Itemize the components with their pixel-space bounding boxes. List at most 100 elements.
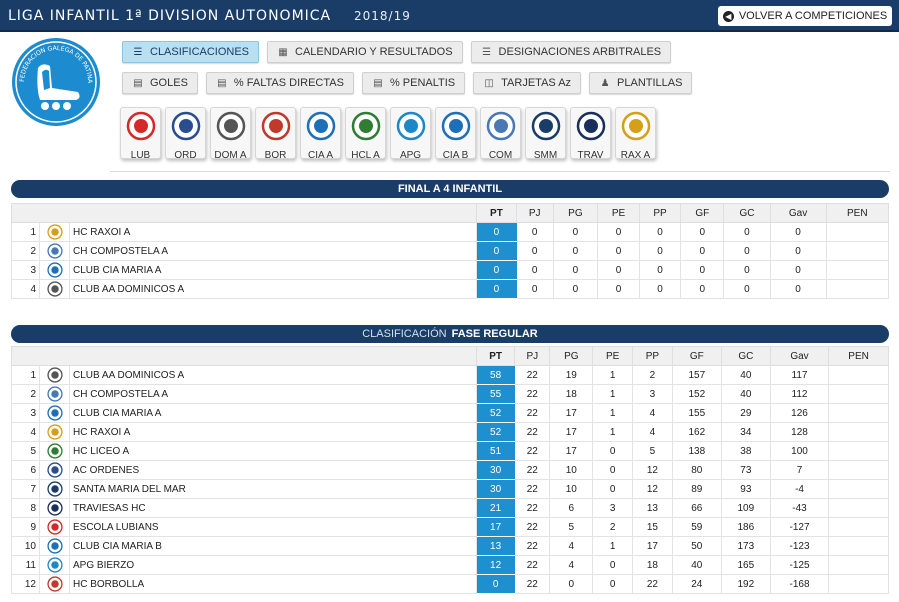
- chart-icon: ▤: [373, 77, 383, 89]
- file-icon: ◫: [484, 77, 494, 89]
- column-header-pj[interactable]: PJ: [515, 203, 554, 223]
- team-name-cell[interactable]: HC RAXOI A: [69, 222, 477, 242]
- pj-cell: 22: [514, 555, 551, 575]
- team-card[interactable]: HCL A: [345, 107, 386, 161]
- team-name-cell[interactable]: CLUB AA DOMINICOS A: [69, 279, 477, 299]
- column-header-pt[interactable]: PT: [476, 203, 517, 223]
- column-header-pp[interactable]: PP: [638, 203, 682, 223]
- team-name-cell[interactable]: CLUB CIA MARIA B: [69, 536, 477, 556]
- pg-cell: 0: [549, 574, 594, 594]
- team-card[interactable]: LUB: [120, 107, 161, 161]
- team-name-cell[interactable]: HC BORBOLLA: [69, 574, 477, 594]
- team-abbr: DOM A: [214, 150, 247, 161]
- column-header-gf[interactable]: GF: [671, 346, 722, 366]
- table-row[interactable]: 5 HC LICEO A 51 22 17 0 5 138 38 100: [11, 441, 889, 461]
- tab-clasificaciones[interactable]: ☰ CLASIFICACIONES: [122, 41, 260, 63]
- tab-tarjetas[interactable]: ◫ TARJETAS Az: [473, 72, 582, 94]
- column-header-pt[interactable]: PT: [475, 346, 516, 366]
- pt-cell: 0: [476, 260, 517, 280]
- table-row[interactable]: 3 CLUB CIA MARIA A 52 22 17 1 4 155 29 126: [11, 403, 889, 423]
- column-header-gav[interactable]: Gav: [769, 203, 827, 223]
- column-header-gc[interactable]: GC: [723, 203, 771, 223]
- table-row[interactable]: 7 SANTA MARIA DEL MAR 30 22 10 0 12 89 93 -4: [11, 479, 889, 499]
- pe-cell: 1: [592, 422, 633, 442]
- tab-designaciones-arbitrales[interactable]: ☰ DESIGNACIONES ARBITRALES: [470, 41, 672, 63]
- column-header-pp[interactable]: PP: [632, 346, 673, 366]
- column-header-gc[interactable]: GC: [720, 346, 771, 366]
- team-name-cell[interactable]: ESCOLA LUBIANS: [69, 517, 477, 537]
- team-name-cell[interactable]: CH COMPOSTELA A: [69, 241, 477, 261]
- team-crest-icon: [621, 108, 651, 146]
- team-name-cell[interactable]: SANTA MARIA DEL MAR: [69, 479, 477, 499]
- team-card[interactable]: APG: [390, 107, 431, 161]
- column-header-pen[interactable]: PEN: [828, 346, 889, 366]
- team-name-cell[interactable]: APG BIERZO: [69, 555, 477, 575]
- table-row[interactable]: 8 TRAVIESAS HC 21 22 6 3 13 66 109 -43: [11, 498, 889, 518]
- pj-cell: 22: [514, 403, 551, 423]
- position-cell: 2: [11, 384, 40, 404]
- team-name-cell[interactable]: CLUB CIA MARIA A: [69, 403, 477, 423]
- column-header-pe[interactable]: PE: [597, 203, 640, 223]
- team-name-cell[interactable]: HC RAXOI A: [69, 422, 477, 442]
- table-row[interactable]: 6 AC ORDENES 30 22 10 0 12 80 73 7: [11, 460, 889, 480]
- team-card[interactable]: BOR: [255, 107, 296, 161]
- column-header-pj[interactable]: PJ: [514, 346, 551, 366]
- team-name-cell[interactable]: CLUB CIA MARIA A: [69, 260, 477, 280]
- pe-cell: 0: [592, 441, 633, 461]
- team-name-cell[interactable]: AC ORDENES: [69, 460, 477, 480]
- table-row[interactable]: 1 CLUB AA DOMINICOS A 58 22 19 1 2 157 40 117: [11, 365, 889, 385]
- team-card[interactable]: TRAV: [570, 107, 611, 161]
- column-header-gav[interactable]: Gav: [769, 346, 830, 366]
- tab-goles[interactable]: ▤ GOLES: [122, 72, 198, 94]
- column-header-pe[interactable]: PE: [592, 346, 633, 366]
- gf-cell: 89: [671, 479, 722, 499]
- column-header-pen[interactable]: PEN: [825, 203, 890, 223]
- tab-calendario-resultados[interactable]: ▦ CALENDARIO Y RESULTADOS: [267, 41, 463, 63]
- team-card[interactable]: RAX A: [615, 107, 656, 161]
- gf-cell: 155: [671, 403, 722, 423]
- gf-cell: 50: [671, 536, 722, 556]
- column-header-pg[interactable]: PG: [549, 346, 594, 366]
- team-name-cell[interactable]: HC LICEO A: [69, 441, 477, 461]
- team-name-cell[interactable]: CH COMPOSTELA A: [69, 384, 477, 404]
- back-to-competitions-button[interactable]: ◀ VOLVER A COMPETICIONES: [718, 6, 892, 26]
- tab-faltas-directas[interactable]: ▤ % FALTAS DIRECTAS: [205, 72, 354, 94]
- position-cell: 4: [11, 279, 40, 299]
- team-abbr: ORD: [174, 150, 197, 161]
- team-card[interactable]: COM: [480, 107, 521, 161]
- column-header-gf[interactable]: GF: [680, 203, 725, 223]
- gav-cell: 112: [769, 384, 830, 404]
- column-header-pg[interactable]: PG: [552, 203, 599, 223]
- team-card[interactable]: ORD: [165, 107, 206, 161]
- team-crest-icon: [261, 108, 291, 146]
- pj-cell: 22: [514, 498, 551, 518]
- table-row[interactable]: 9 ESCOLA LUBIANS 17 22 5 2 15 59 186 -127: [11, 517, 889, 537]
- table-row[interactable]: 11 APG BIERZO 12 22 4 0 18 40 165 -125: [11, 555, 889, 575]
- team-card[interactable]: DOM A: [210, 107, 251, 161]
- team-card[interactable]: SMM: [525, 107, 566, 161]
- gc-cell: 0: [723, 260, 771, 280]
- tab-label: DESIGNACIONES ARBITRALES: [498, 46, 662, 58]
- team-name-cell[interactable]: CLUB AA DOMINICOS A: [69, 365, 477, 385]
- table-row[interactable]: 12 HC BORBOLLA 0 22 0 0 22 24 192 -168: [11, 574, 889, 594]
- gav-cell: -43: [769, 498, 830, 518]
- table-row[interactable]: 4 HC RAXOI A 52 22 17 1 4 162 34 128: [11, 422, 889, 442]
- pen-cell: [825, 260, 890, 280]
- tab-penaltis[interactable]: ▤ % PENALTIS: [361, 72, 466, 94]
- team-card[interactable]: CIA A: [300, 107, 341, 161]
- chart-icon: ▤: [133, 77, 143, 89]
- tab-label: TARJETAS Az: [501, 77, 572, 89]
- table-row[interactable]: 10 CLUB CIA MARIA B 13 22 4 1 17 50 173 -123: [11, 536, 889, 556]
- pp-cell: 0: [638, 260, 682, 280]
- table-row[interactable]: 2 CH COMPOSTELA A 55 22 18 1 3 152 40 112: [11, 384, 889, 404]
- team-card[interactable]: CIA B: [435, 107, 476, 161]
- federation-logo: gp FEDERACION GALEGA DE PATINAXE: [12, 38, 100, 126]
- team-name-cell[interactable]: TRAVIESAS HC: [69, 498, 477, 518]
- pg-cell: 4: [549, 555, 594, 575]
- pe-cell: 1: [592, 365, 633, 385]
- tab-plantillas[interactable]: ♟ PLANTILLAS: [589, 72, 693, 94]
